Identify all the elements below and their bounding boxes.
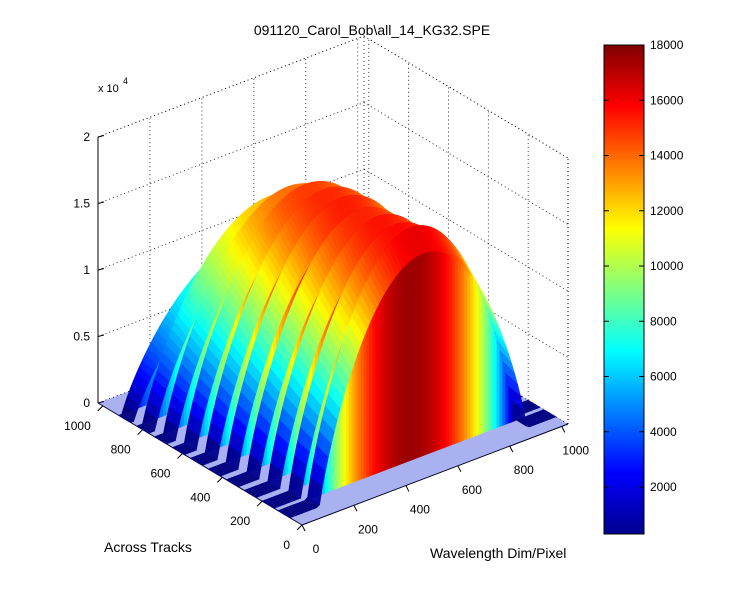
- surface-plot: [98, 181, 568, 525]
- colorbar: [603, 44, 645, 535]
- x-tick-labels: 0 200 400 600 800 1000: [313, 443, 590, 556]
- z-tick-labels: 0 0.5 1 1.5 2: [73, 130, 90, 410]
- colorbar-tick-label: 6000: [650, 370, 677, 384]
- colorbar-ticks: 2000 4000 6000 8000 10000 12000 14000 16000 1800…: [604, 38, 684, 494]
- y-tick-label: 800: [111, 443, 131, 457]
- y-tick-labels: 0 200 400 600 800 1000: [64, 419, 290, 552]
- colorbar-tick-label: 8000: [650, 314, 677, 328]
- colorbar-tick-label: 4000: [650, 425, 677, 439]
- x-tick-label: 200: [358, 522, 378, 536]
- y-tick-label: 1000: [64, 419, 91, 433]
- z-tick-label: 0.5: [73, 330, 90, 344]
- y-tick-label: 200: [230, 514, 250, 528]
- x-tick-label: 0: [313, 542, 320, 556]
- z-tick-label: 1: [83, 263, 90, 277]
- z-multiplier: x 10: [98, 83, 119, 95]
- x-tick-label: 400: [410, 503, 430, 517]
- x-tick-label: 1000: [562, 443, 589, 457]
- colorbar-tick-label: 2000: [650, 480, 677, 494]
- chart-title: 091120_Carol_Bob\all_14_KG32.SPE: [254, 22, 490, 38]
- z-tick-label: 0: [83, 396, 90, 410]
- z-multiplier-exponent: 4: [123, 76, 128, 86]
- colorbar-tick-label: 12000: [650, 204, 684, 218]
- colorbar-tick-label: 14000: [650, 149, 684, 163]
- x-tick-label: 800: [514, 463, 534, 477]
- y-tick-label: 600: [150, 467, 170, 481]
- z-tick-label: 2: [83, 130, 90, 144]
- colorbar-tick-label: 18000: [650, 38, 684, 52]
- x-axis-label: Wavelength Dim/Pixel: [430, 545, 566, 561]
- y-tick-label: 0: [283, 538, 290, 552]
- x-tick-label: 600: [462, 483, 482, 497]
- colorbar-tick-label: 16000: [650, 93, 684, 107]
- z-tick-label: 1.5: [73, 197, 90, 211]
- y-axis-label: Across Tracks: [104, 539, 192, 555]
- y-tick-label: 400: [190, 490, 210, 504]
- colorbar-tick-label: 10000: [650, 259, 684, 273]
